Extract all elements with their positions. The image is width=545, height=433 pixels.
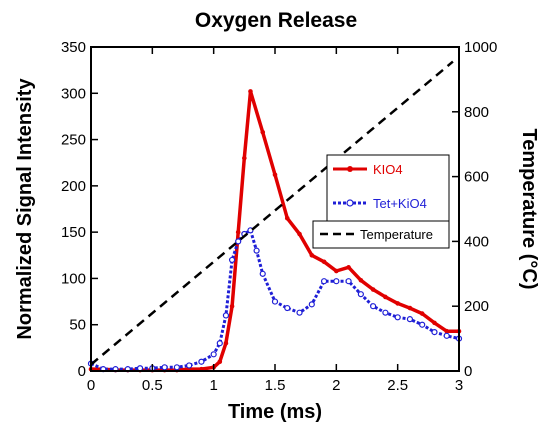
data-point-tet-kio4 xyxy=(296,309,303,316)
data-point-kio4 xyxy=(260,129,266,135)
x-tick-label: 1.5 xyxy=(265,377,286,394)
data-point-kio4 xyxy=(407,305,413,311)
x-tick-label: 3 xyxy=(455,377,463,394)
data-point-tet-kio4 xyxy=(357,291,364,298)
y2-tick-label: 200 xyxy=(464,298,489,315)
legend-marker-tet-kio4 xyxy=(346,199,354,207)
y2-axis-label: Temperature (°C) xyxy=(518,129,540,290)
data-point-kio4 xyxy=(358,277,364,283)
axes-layer: 0 0.5 1 1.5 2 2.5 3050100150200250300350020040… xyxy=(61,39,497,394)
x-tick-label: 2.5 xyxy=(387,377,408,394)
y2-tick-label: 800 xyxy=(464,104,489,121)
y-tick-label: 50 xyxy=(69,317,86,334)
data-point-tet-kio4 xyxy=(345,278,352,285)
x-tick-label: 1 xyxy=(209,377,217,394)
data-point-kio4 xyxy=(432,320,437,326)
data-point-kio4 xyxy=(395,301,400,306)
legend-label-kio4: KIO4 xyxy=(373,162,403,177)
data-point-kio4 xyxy=(248,89,253,94)
y-tick-label: 300 xyxy=(61,85,86,102)
y-tick-label: 350 xyxy=(61,39,86,56)
y-tick-label: 100 xyxy=(61,270,86,287)
series-line-temperature xyxy=(90,60,454,366)
data-point-tet-kio4 xyxy=(419,321,426,328)
data-point-tet-kio4 xyxy=(406,316,414,323)
data-point-tet-kio4 xyxy=(186,362,193,369)
chart-title: Oxygen Release xyxy=(195,9,357,32)
data-point-tet-kio4 xyxy=(431,329,438,336)
data-point-tet-kio4 xyxy=(370,303,377,310)
data-point-kio4 xyxy=(334,268,339,274)
data-point-tet-kio4 xyxy=(320,278,328,285)
data-point-kio4 xyxy=(383,294,388,300)
y2-tick-label: 400 xyxy=(464,233,489,250)
x-axis-label: Time (ms) xyxy=(228,401,322,423)
data-point-kio4 xyxy=(217,359,223,365)
y2-tick-label: 600 xyxy=(464,169,489,186)
y-tick-label: 250 xyxy=(61,132,86,149)
data-point-tet-kio4 xyxy=(235,238,242,245)
data-point-kio4 xyxy=(370,287,376,292)
y2-tick-label: 0 xyxy=(464,363,472,380)
legend-box-main xyxy=(326,154,450,222)
x-tick-label: 2 xyxy=(332,377,340,394)
data-point-tet-kio4 xyxy=(228,256,236,264)
series-layer xyxy=(87,60,463,373)
data-point-tet-kio4 xyxy=(198,358,205,365)
data-point-tet-kio4 xyxy=(216,340,223,347)
data-point-tet-kio4 xyxy=(333,278,340,285)
legend-label-temperature: Temperature xyxy=(360,227,433,242)
data-point-kio4 xyxy=(419,311,425,316)
legend: KIO4 Tet+KiO4 Temperature xyxy=(312,154,450,249)
data-point-tet-kio4 xyxy=(271,298,279,305)
data-point-tet-kio4 xyxy=(394,314,401,321)
data-point-tet-kio4 xyxy=(284,304,291,312)
data-point-kio4 xyxy=(297,231,302,237)
data-point-tet-kio4 xyxy=(308,301,315,308)
x-tick-label: 0 xyxy=(87,377,95,394)
data-point-kio4 xyxy=(272,172,278,178)
data-point-kio4 xyxy=(284,215,290,221)
data-point-tet-kio4 xyxy=(382,309,389,316)
data-point-tet-kio4 xyxy=(161,364,168,371)
data-point-tet-kio4 xyxy=(136,365,144,372)
data-point-tet-kio4 xyxy=(253,247,260,254)
legend-label-tet-kio4: Tet+KiO4 xyxy=(373,196,427,211)
y2-tick-label: 1000 xyxy=(464,39,497,56)
x-tick-label: 0.5 xyxy=(142,377,163,394)
data-point-kio4 xyxy=(242,155,247,161)
data-point-kio4 xyxy=(235,229,241,235)
data-point-tet-kio4 xyxy=(210,351,217,358)
y-tick-label: 200 xyxy=(61,178,86,195)
data-point-tet-kio4 xyxy=(173,364,180,371)
data-point-kio4 xyxy=(229,303,235,309)
data-point-tet-kio4 xyxy=(259,270,266,277)
legend-box-temperature xyxy=(312,220,450,249)
legend-marker-kio4 xyxy=(347,166,353,172)
data-point-kio4 xyxy=(346,265,351,270)
data-point-kio4 xyxy=(444,328,450,334)
data-point-tet-kio4 xyxy=(443,332,450,339)
data-point-tet-kio4 xyxy=(222,312,230,319)
y-axis-label: Normalized Signal Intensity xyxy=(14,78,36,340)
y-tick-label: 0 xyxy=(78,363,86,380)
data-point-kio4 xyxy=(309,252,315,258)
y-tick-label: 150 xyxy=(61,224,86,241)
data-point-kio4 xyxy=(223,340,229,346)
data-point-kio4 xyxy=(321,259,327,265)
